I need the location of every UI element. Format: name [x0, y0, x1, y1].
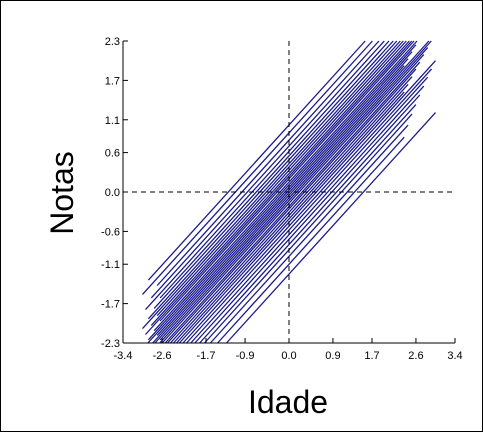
data-line-24	[153, 40, 418, 332]
axes: 2.3 1.7 1.1 0.6 0.0 -0.6 -1.1 -1.7 -2.3-3.4 -2.6 -…	[101, 36, 463, 362]
data-line-11	[176, 91, 405, 344]
y-tick-label: -2.3	[101, 338, 120, 350]
data-line-8	[186, 76, 429, 344]
data-line-14	[167, 68, 417, 344]
data-line-23	[147, 44, 417, 341]
data-line-13	[170, 76, 413, 344]
x-tick-label: 3.4	[447, 350, 462, 362]
x-tick-label: 2.6	[408, 350, 423, 362]
data-line-3	[209, 124, 409, 344]
x-tick-label: 0.9	[325, 350, 340, 362]
data-line-17	[159, 47, 429, 344]
data-line-15	[164, 61, 421, 344]
data-line-20	[152, 65, 405, 344]
data-line-21	[156, 58, 409, 336]
data-line-29	[142, 40, 404, 330]
x-tick-label: -2.6	[153, 350, 172, 362]
x-tick-label: -3.4	[114, 350, 133, 362]
data-line-10	[178, 60, 436, 344]
data-line-7	[190, 85, 425, 344]
data-line-25	[159, 40, 415, 322]
y-tick-label: 1.1	[105, 115, 120, 127]
y-tick-label: -1.7	[101, 299, 120, 311]
x-tick-label: -0.9	[236, 350, 255, 362]
data-line-5	[199, 104, 417, 344]
data-line-4	[204, 113, 413, 344]
data-lines	[142, 40, 436, 344]
data-line-1	[226, 112, 436, 344]
y-tick-label: -1.1	[101, 259, 120, 271]
y-tick-label: 0.0	[105, 187, 120, 199]
data-line-27	[150, 40, 410, 326]
data-line-16	[161, 54, 425, 344]
data-line-12	[173, 83, 409, 344]
data-line-28	[156, 40, 407, 317]
data-line-37	[147, 40, 366, 281]
y-tick-label: -0.6	[101, 226, 120, 238]
data-line-19	[154, 40, 430, 344]
y-tick-label: 1.7	[105, 75, 120, 87]
y-axis-title: Notas	[44, 151, 80, 235]
x-tick-label: 0.0	[281, 350, 296, 362]
data-line-32	[159, 40, 394, 299]
data-line-2	[217, 136, 405, 344]
data-line-30	[147, 40, 401, 320]
data-line-6	[194, 94, 421, 344]
x-tick-label: -1.7	[197, 350, 216, 362]
y-tick-label: 2.3	[105, 36, 120, 48]
data-line-26	[145, 40, 413, 335]
data-line-36	[142, 40, 373, 295]
x-tick-label: 1.7	[364, 350, 379, 362]
data-line-22	[147, 51, 413, 344]
data-line-18	[159, 40, 432, 341]
data-line-35	[156, 40, 380, 286]
data-line-33	[145, 40, 390, 311]
data-line-9	[182, 68, 433, 344]
data-line-34	[150, 40, 385, 299]
x-axis-title: Idade	[248, 384, 328, 420]
y-tick-label: 0.6	[105, 148, 120, 160]
data-line-31	[153, 40, 398, 309]
